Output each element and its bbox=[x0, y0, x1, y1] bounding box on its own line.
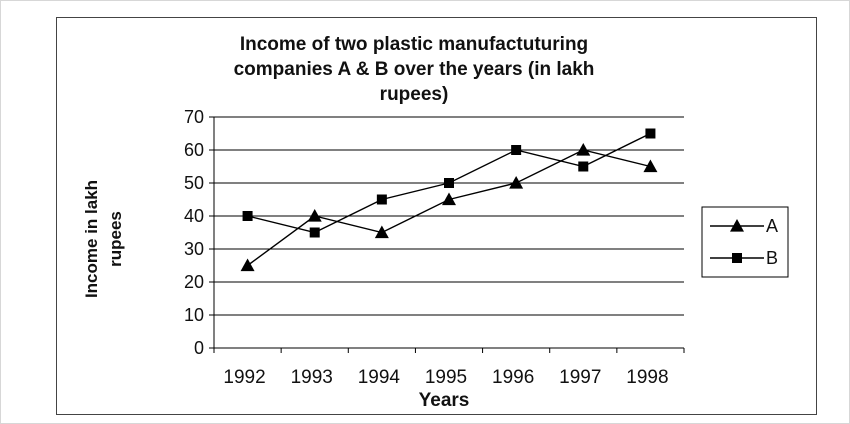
data-point-a bbox=[240, 258, 255, 272]
series-line-a bbox=[247, 149, 651, 267]
legend-label: B bbox=[766, 248, 778, 268]
data-point-b bbox=[511, 145, 522, 155]
data-point-b bbox=[578, 161, 589, 172]
y-tick-label: 70 bbox=[184, 107, 204, 127]
x-tick-label: 1994 bbox=[358, 367, 401, 388]
data-point-b bbox=[309, 227, 320, 238]
data-point-a bbox=[442, 192, 456, 206]
y-tick-label: 60 bbox=[184, 140, 204, 160]
series-group bbox=[240, 128, 658, 272]
legend: AB bbox=[701, 206, 789, 278]
legend-box bbox=[701, 206, 789, 278]
title-line: Income of two plastic manufactuturing bbox=[240, 34, 588, 55]
y-axis-label-line: rupees bbox=[106, 211, 125, 267]
data-point-a bbox=[307, 209, 322, 222]
legend-item: B bbox=[710, 248, 778, 268]
data-point-a bbox=[576, 143, 591, 156]
series-a bbox=[240, 143, 658, 272]
y-axis-label: Income in lakh rupees bbox=[82, 180, 125, 298]
chart-area: Income of two plastic manufactuturing co… bbox=[56, 17, 817, 415]
data-point-b bbox=[242, 211, 253, 221]
x-tick-label: 1992 bbox=[223, 367, 265, 388]
legend-marker bbox=[730, 219, 744, 232]
legend-marker bbox=[732, 253, 742, 263]
y-tick-label: 20 bbox=[184, 272, 204, 292]
title-line: rupees) bbox=[380, 84, 449, 105]
line-chart: Income of two plastic manufactuturing co… bbox=[82, 34, 789, 411]
data-point-b bbox=[444, 178, 454, 188]
x-tick-label: 1998 bbox=[626, 367, 668, 388]
x-axis-label: Years bbox=[419, 390, 470, 411]
y-tick-label: 10 bbox=[184, 305, 204, 325]
title-line: companies A & B over the years (in lakh bbox=[234, 59, 595, 80]
y-tick-labels: 0 10 20 30 40 50 60 70 bbox=[184, 107, 204, 358]
x-tick-label: 1996 bbox=[492, 367, 534, 388]
data-point-b bbox=[645, 128, 656, 139]
x-tick-labels: 1992 1993 1994 1995 1996 1997 1998 bbox=[223, 367, 668, 388]
axes bbox=[209, 116, 685, 353]
chart-title: Income of two plastic manufactuturing co… bbox=[234, 34, 595, 105]
data-point-a bbox=[643, 159, 658, 173]
x-tick-label: 1995 bbox=[425, 367, 467, 388]
y-axis-label-line: Income in lakh bbox=[82, 180, 101, 298]
series-b bbox=[242, 128, 656, 238]
y-tick-label: 0 bbox=[194, 338, 204, 358]
legend-label: A bbox=[766, 216, 778, 236]
data-point-a bbox=[374, 225, 389, 239]
gridlines bbox=[214, 116, 684, 316]
y-tick-label: 40 bbox=[184, 206, 204, 226]
legend-item: A bbox=[710, 216, 778, 236]
data-point-b bbox=[376, 194, 387, 205]
x-tick-label: 1997 bbox=[559, 367, 601, 388]
x-tick-label: 1993 bbox=[291, 367, 333, 388]
data-point-a bbox=[509, 176, 524, 189]
y-tick-label: 50 bbox=[184, 173, 204, 193]
y-tick-label: 30 bbox=[184, 239, 204, 259]
